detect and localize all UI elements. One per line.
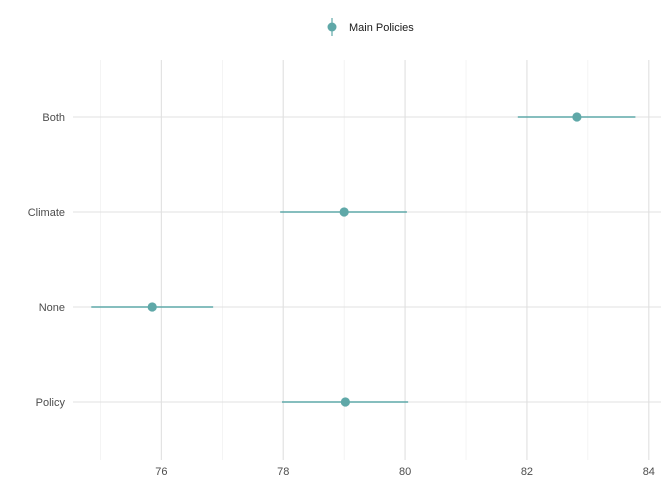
x-tick-label: 84 <box>643 466 655 478</box>
data-marks <box>91 112 636 407</box>
y-tick-label: Both <box>42 112 65 124</box>
legend-key-point <box>327 22 337 32</box>
data-point <box>572 112 582 122</box>
x-tick-label: 76 <box>155 466 167 478</box>
y-tick-label: Policy <box>36 397 66 409</box>
x-tick-label: 80 <box>399 466 411 478</box>
y-tick-label: Climate <box>28 207 65 219</box>
grid <box>73 60 661 460</box>
data-point <box>339 207 349 217</box>
x-tick-label: 78 <box>277 466 289 478</box>
y-axis-ticks: Both Climate None Policy <box>28 112 66 409</box>
x-axis-ticks: 76 78 80 82 84 <box>155 466 655 478</box>
data-point <box>340 397 350 407</box>
data-point <box>147 302 157 312</box>
legend: Main Policies <box>327 18 414 36</box>
y-tick-label: None <box>39 302 65 314</box>
legend-label: Main Policies <box>349 22 414 34</box>
x-tick-label: 82 <box>521 466 533 478</box>
